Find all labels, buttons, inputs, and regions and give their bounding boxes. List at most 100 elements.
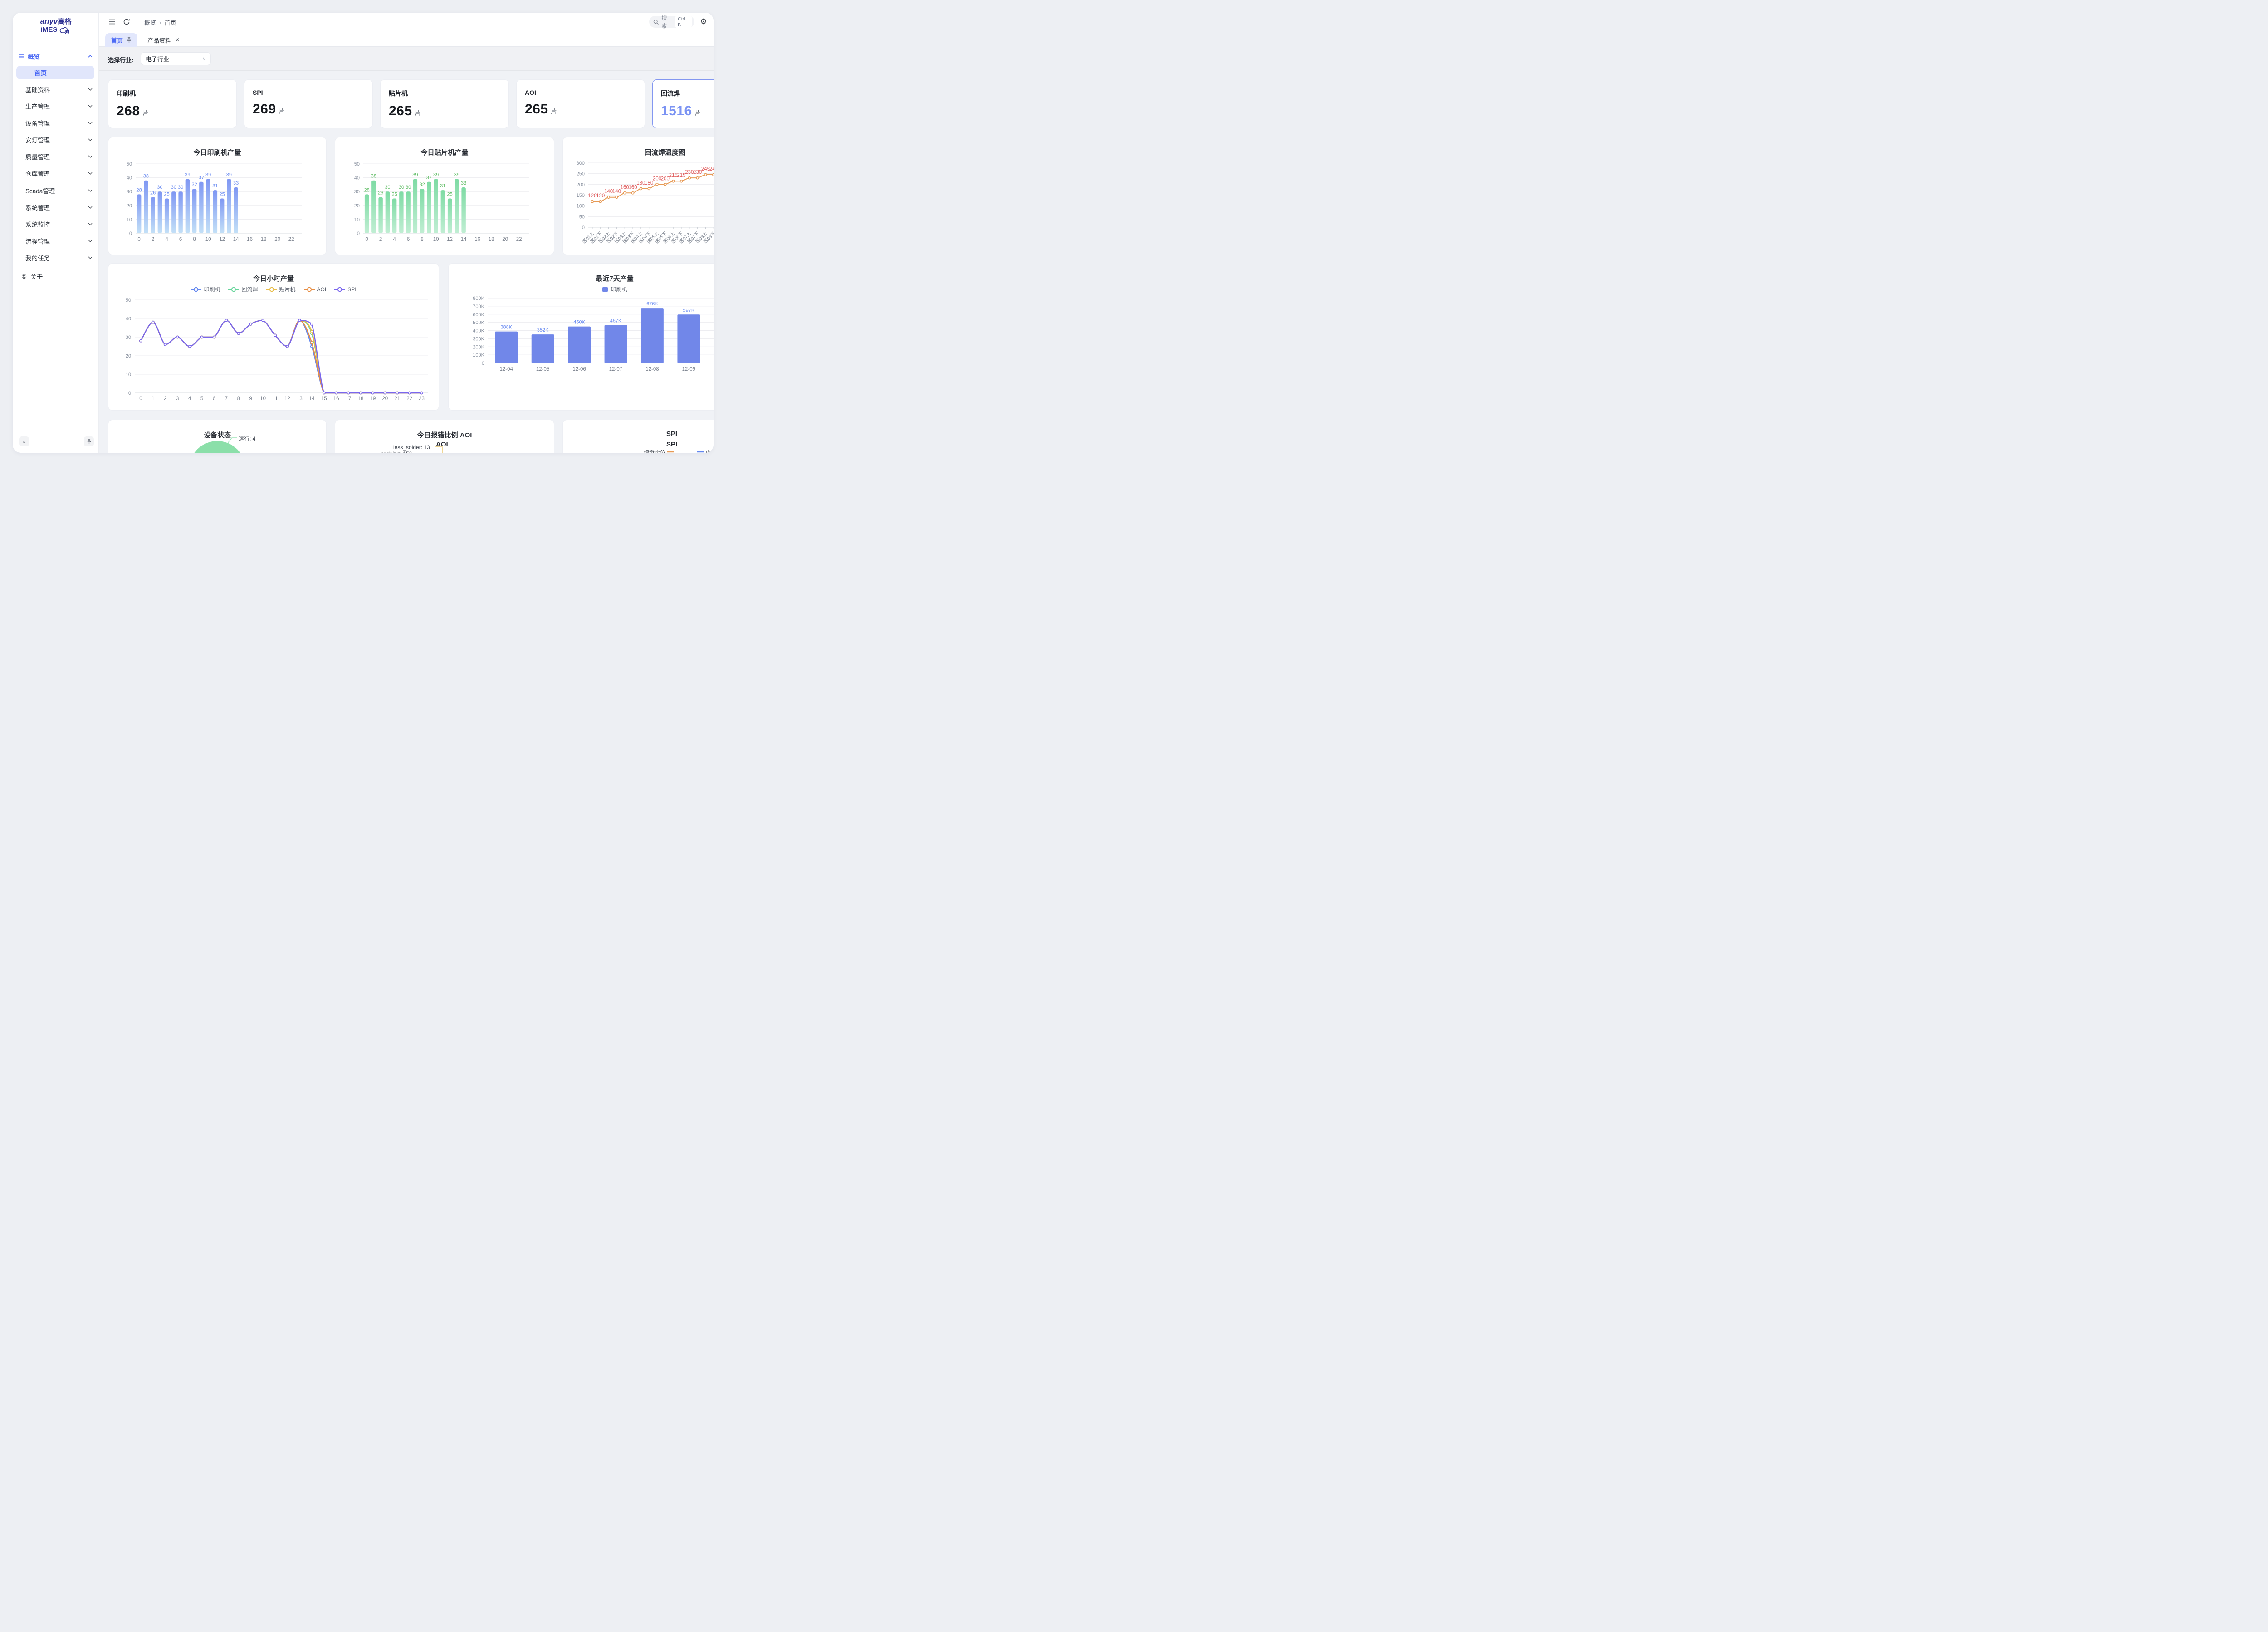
- kpi-unit: 片: [694, 110, 701, 117]
- kpi-card-printer[interactable]: 印刷机 268 片: [108, 79, 237, 128]
- cloud-icon: [60, 27, 69, 34]
- sidebar-item-about[interactable]: © 关于: [22, 273, 43, 280]
- svg-text:33: 33: [233, 181, 239, 186]
- hamburger-icon[interactable]: [108, 18, 116, 26]
- breadcrumb-root[interactable]: 概览: [144, 20, 156, 26]
- chart-legend[interactable]: 印刷机 回流焊 贴片机 AOI SPI: [108, 285, 439, 293]
- reflow-temperature-line-chart[interactable]: 0501001502002503001201201401401601601801…: [563, 137, 714, 255]
- sidebar-item-process[interactable]: 流程管理: [25, 235, 93, 246]
- svg-text:39: 39: [454, 172, 459, 178]
- svg-text:6: 6: [407, 237, 410, 242]
- industry-select[interactable]: 电子行业 ∨: [141, 52, 211, 65]
- svg-text:200: 200: [653, 176, 661, 181]
- svg-text:20: 20: [274, 237, 280, 242]
- legend-item[interactable]: 印刷机: [191, 285, 220, 293]
- pie-callout-line: [667, 451, 704, 453]
- sidebar-item-system[interactable]: 系统管理: [25, 202, 93, 213]
- search-input[interactable]: 搜索 Ctrl K: [649, 15, 694, 29]
- sidebar-item-home[interactable]: 首页: [16, 66, 94, 79]
- svg-text:5: 5: [200, 396, 203, 402]
- legend-item[interactable]: SPI: [334, 286, 357, 293]
- svg-text:12-05: 12-05: [536, 367, 549, 372]
- svg-text:2: 2: [379, 237, 382, 242]
- close-icon[interactable]: ✕: [175, 37, 180, 43]
- svg-text:50: 50: [579, 214, 585, 220]
- svg-text:31: 31: [440, 183, 445, 189]
- filter-row: 选择行业: 电子行业 ∨: [99, 47, 714, 71]
- sidebar-item-quality[interactable]: 质量管理: [25, 151, 93, 162]
- svg-text:120: 120: [588, 193, 596, 199]
- legend-item[interactable]: AOI: [303, 286, 326, 293]
- sidebar-item-equipment[interactable]: 设备管理: [25, 118, 93, 128]
- svg-text:700K: 700K: [473, 304, 484, 309]
- svg-text:14: 14: [461, 237, 467, 242]
- svg-text:39: 39: [185, 172, 190, 178]
- refresh-icon[interactable]: [122, 18, 131, 26]
- svg-text:25: 25: [220, 192, 225, 197]
- svg-text:30: 30: [126, 335, 131, 340]
- sidebar-item-my-tasks[interactable]: 我的任务: [25, 252, 93, 263]
- svg-text:28: 28: [137, 187, 142, 193]
- svg-text:6: 6: [179, 237, 182, 242]
- sidebar-item-label: 首页: [34, 70, 47, 77]
- kpi-card-aoi[interactable]: AOI 265 片: [516, 79, 645, 128]
- chart-legend[interactable]: 印刷机: [449, 285, 714, 293]
- sidebar-collapse-button[interactable]: «: [19, 436, 29, 446]
- industry-filter-label: 选择行业:: [108, 57, 134, 64]
- chart-card-mount-output: 今日贴片机产量 0 10 20 30 40 50 28 38 26 30 25 30 30 39 32 37 3…: [335, 137, 554, 255]
- chart-card-spi-errors: SPI SPI 焊盘定位 小件: [562, 420, 714, 453]
- week-output-bar-chart[interactable]: 0 100K 200K 300K 400K 500K 600K 700K 800K 388K 352…: [449, 264, 714, 411]
- legend-item[interactable]: 贴片机: [266, 285, 296, 293]
- tab-product-data[interactable]: 产品资料 ✕: [147, 37, 180, 44]
- sidebar-item-production[interactable]: 生产管理: [25, 101, 93, 112]
- sidebar-item-base-data[interactable]: 基础资料: [25, 84, 93, 95]
- svg-text:0: 0: [139, 396, 142, 402]
- svg-text:26: 26: [378, 190, 383, 196]
- sidebar-pin-button[interactable]: [84, 436, 94, 446]
- breadcrumb-separator: ›: [159, 19, 161, 26]
- svg-text:0: 0: [365, 237, 368, 242]
- sidebar-item-warehouse[interactable]: 仓库管理: [25, 168, 93, 179]
- svg-text:16: 16: [333, 396, 339, 402]
- svg-text:10: 10: [205, 237, 211, 242]
- svg-text:39: 39: [205, 172, 211, 178]
- chart-card-hourly-output: 今日小时产量 印刷机 回流焊 贴片机 AOI SPI 0 10 20 30 40 50 0 1 2 3 4 5…: [108, 263, 439, 411]
- svg-text:12-08: 12-08: [645, 367, 659, 372]
- legend-item[interactable]: 回流焊: [228, 285, 258, 293]
- chart-card-week-output: 最近7天产量 印刷机 0 100K 200K 300K 400K 500K 600K 700K…: [448, 263, 714, 411]
- kpi-card-spi[interactable]: SPI 269 片: [244, 79, 373, 128]
- svg-text:150: 150: [577, 193, 585, 198]
- svg-text:230: 230: [693, 170, 702, 175]
- chevron-down-icon: [88, 240, 93, 242]
- sidebar-item-andon[interactable]: 安灯管理: [25, 134, 93, 145]
- svg-text:20: 20: [126, 353, 131, 359]
- svg-text:3: 3: [176, 396, 179, 402]
- search-shortcut-badge: Ctrl K: [675, 15, 692, 28]
- top-bar: 概览 › 首页 搜索 Ctrl K ⚙: [99, 13, 714, 31]
- svg-text:450K: 450K: [573, 320, 585, 325]
- svg-text:140: 140: [612, 189, 621, 195]
- tab-home[interactable]: 首页: [105, 33, 138, 47]
- svg-text:0: 0: [482, 361, 484, 366]
- sidebar-item-monitor[interactable]: 系统监控: [25, 219, 93, 230]
- svg-text:17: 17: [346, 396, 352, 402]
- logo-brand: 高格: [58, 18, 72, 25]
- pin-icon[interactable]: [127, 37, 132, 43]
- svg-text:40: 40: [126, 316, 131, 322]
- svg-text:200: 200: [661, 176, 670, 181]
- sidebar-item-scada[interactable]: Scada管理: [25, 185, 93, 196]
- kpi-card-reflow[interactable]: 回流焊 1516 片: [652, 79, 714, 128]
- svg-text:21: 21: [394, 396, 400, 402]
- sidebar-group-overview[interactable]: 概览: [19, 52, 93, 61]
- svg-text:40: 40: [127, 176, 132, 181]
- kpi-unit: 片: [551, 108, 557, 115]
- kpi-card-mounter[interactable]: 贴片机 265 片: [380, 79, 509, 128]
- pie-callout-label: less_solder: 13: [393, 444, 430, 451]
- svg-text:20: 20: [354, 203, 360, 209]
- search-placeholder: 搜索: [661, 15, 667, 29]
- gear-icon[interactable]: ⚙: [700, 17, 707, 26]
- svg-text:4: 4: [393, 237, 396, 242]
